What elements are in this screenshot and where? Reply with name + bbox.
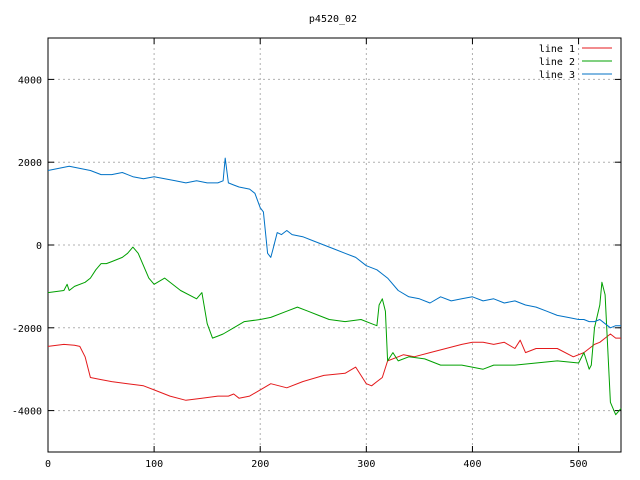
legend-label-3: line 3 xyxy=(539,70,575,81)
series-lines xyxy=(47,157,622,416)
grid-lines xyxy=(48,38,621,452)
x-tick-label: 400 xyxy=(463,459,481,470)
y-tick-label: -4000 xyxy=(12,407,42,418)
y-tick-label: -2000 xyxy=(12,324,42,335)
y-tick-label: 2000 xyxy=(18,158,42,169)
legend-label-1: line 1 xyxy=(539,44,575,55)
x-tick-label: 500 xyxy=(570,459,588,470)
x-tick-label: 0 xyxy=(45,459,51,470)
x-tick-label: 300 xyxy=(357,459,375,470)
series-line-2 xyxy=(47,246,622,416)
series-line-3 xyxy=(47,157,621,329)
x-tick-label: 200 xyxy=(251,459,269,470)
y-tick-label: 4000 xyxy=(18,75,42,86)
series-line-1 xyxy=(47,333,621,401)
axis-ticks: 0 100 200 300 400 500 -4000 -2000 0 2000 4000 xyxy=(12,38,621,470)
legend-label-2: line 2 xyxy=(539,57,575,68)
legend: line 1 line 2 line 3 xyxy=(539,44,612,81)
x-tick-label: 100 xyxy=(145,459,163,470)
y-tick-label: 0 xyxy=(36,241,42,252)
chart-title: p4520_02 xyxy=(309,14,357,25)
